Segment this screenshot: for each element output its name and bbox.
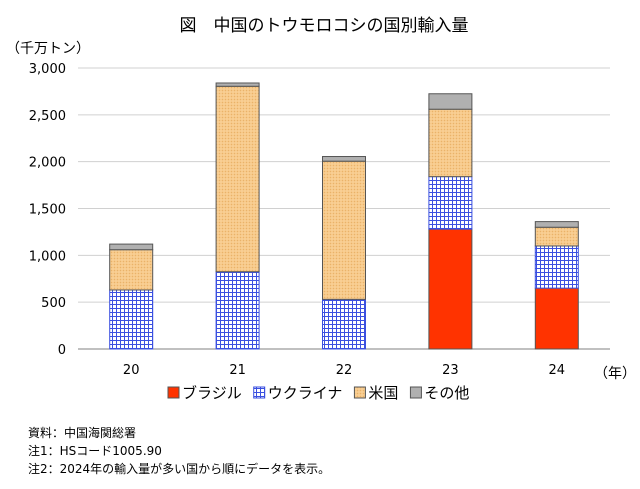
y-axis-ticks: 0 500 1,000 1,500 2,000 2,500 3,000 <box>29 62 66 358</box>
notes: 資料：中国海関総署 注1：HSコード1005.90 注2：2024年の輸入量が多… <box>28 424 330 478</box>
bar-segment <box>428 93 473 110</box>
legend-label: 米国 <box>368 384 398 402</box>
y-tick-label: 3,000 <box>29 62 66 77</box>
x-tick-label: 21 <box>229 363 246 378</box>
bar-segment <box>322 298 366 350</box>
x-axis-ticks: 20 21 22 23 24 <box>123 363 565 378</box>
legend-swatch <box>167 386 180 399</box>
chart: 図 中国のトウモロコシの国別輸入量 （千万トン） （年） 0 500 1,000 1,… <box>6 16 636 402</box>
bar-segment <box>322 156 366 162</box>
y-axis-unit-label: （千万トン） <box>6 41 90 57</box>
bar-segment <box>534 287 579 350</box>
legend: ブラジル ウクライナ 米国 その他 <box>167 384 469 402</box>
bar-segment <box>534 245 579 289</box>
bar-segment <box>215 82 260 87</box>
x-tick-label: 23 <box>442 363 459 378</box>
legend-swatch <box>253 386 266 399</box>
chart-title: 図 中国のトウモロコシの国別輸入量 <box>180 16 469 36</box>
source-note: 資料：中国海関総署 <box>28 426 137 440</box>
legend-swatch <box>353 386 366 399</box>
bar-segment <box>534 221 579 228</box>
bar-segment <box>428 176 473 230</box>
note-2: 注2：2024年の輸入量が多い国から順にデータを表示。 <box>28 462 331 476</box>
bar-segment <box>215 271 260 350</box>
bar-segment <box>534 226 579 247</box>
bar-segment <box>215 85 260 273</box>
note-1: 注1：HSコード1005.90 <box>28 444 162 458</box>
x-tick-label: 24 <box>549 363 566 378</box>
legend-label: ウクライナ <box>268 384 343 402</box>
bar-segment <box>109 243 154 251</box>
bars <box>109 82 579 350</box>
y-tick-label: 1,500 <box>29 203 66 218</box>
bar-segment <box>428 108 473 178</box>
y-tick-label: 2,000 <box>29 156 66 171</box>
y-tick-label: 1,000 <box>29 249 66 264</box>
y-tick-label: 2,500 <box>29 109 66 124</box>
legend-label: その他 <box>424 384 469 402</box>
legend-label: ブラジル <box>182 384 242 402</box>
bar-segment <box>428 228 473 350</box>
x-tick-label: 22 <box>336 363 353 378</box>
bar-segment <box>109 249 154 291</box>
x-axis-unit-label: （年） <box>594 366 636 382</box>
legend-swatch <box>409 386 422 399</box>
bar-segment <box>109 289 154 350</box>
x-tick-label: 20 <box>123 363 140 378</box>
y-tick-label: 0 <box>58 343 66 358</box>
y-tick-label: 500 <box>41 296 66 311</box>
bar-segment <box>322 160 366 300</box>
